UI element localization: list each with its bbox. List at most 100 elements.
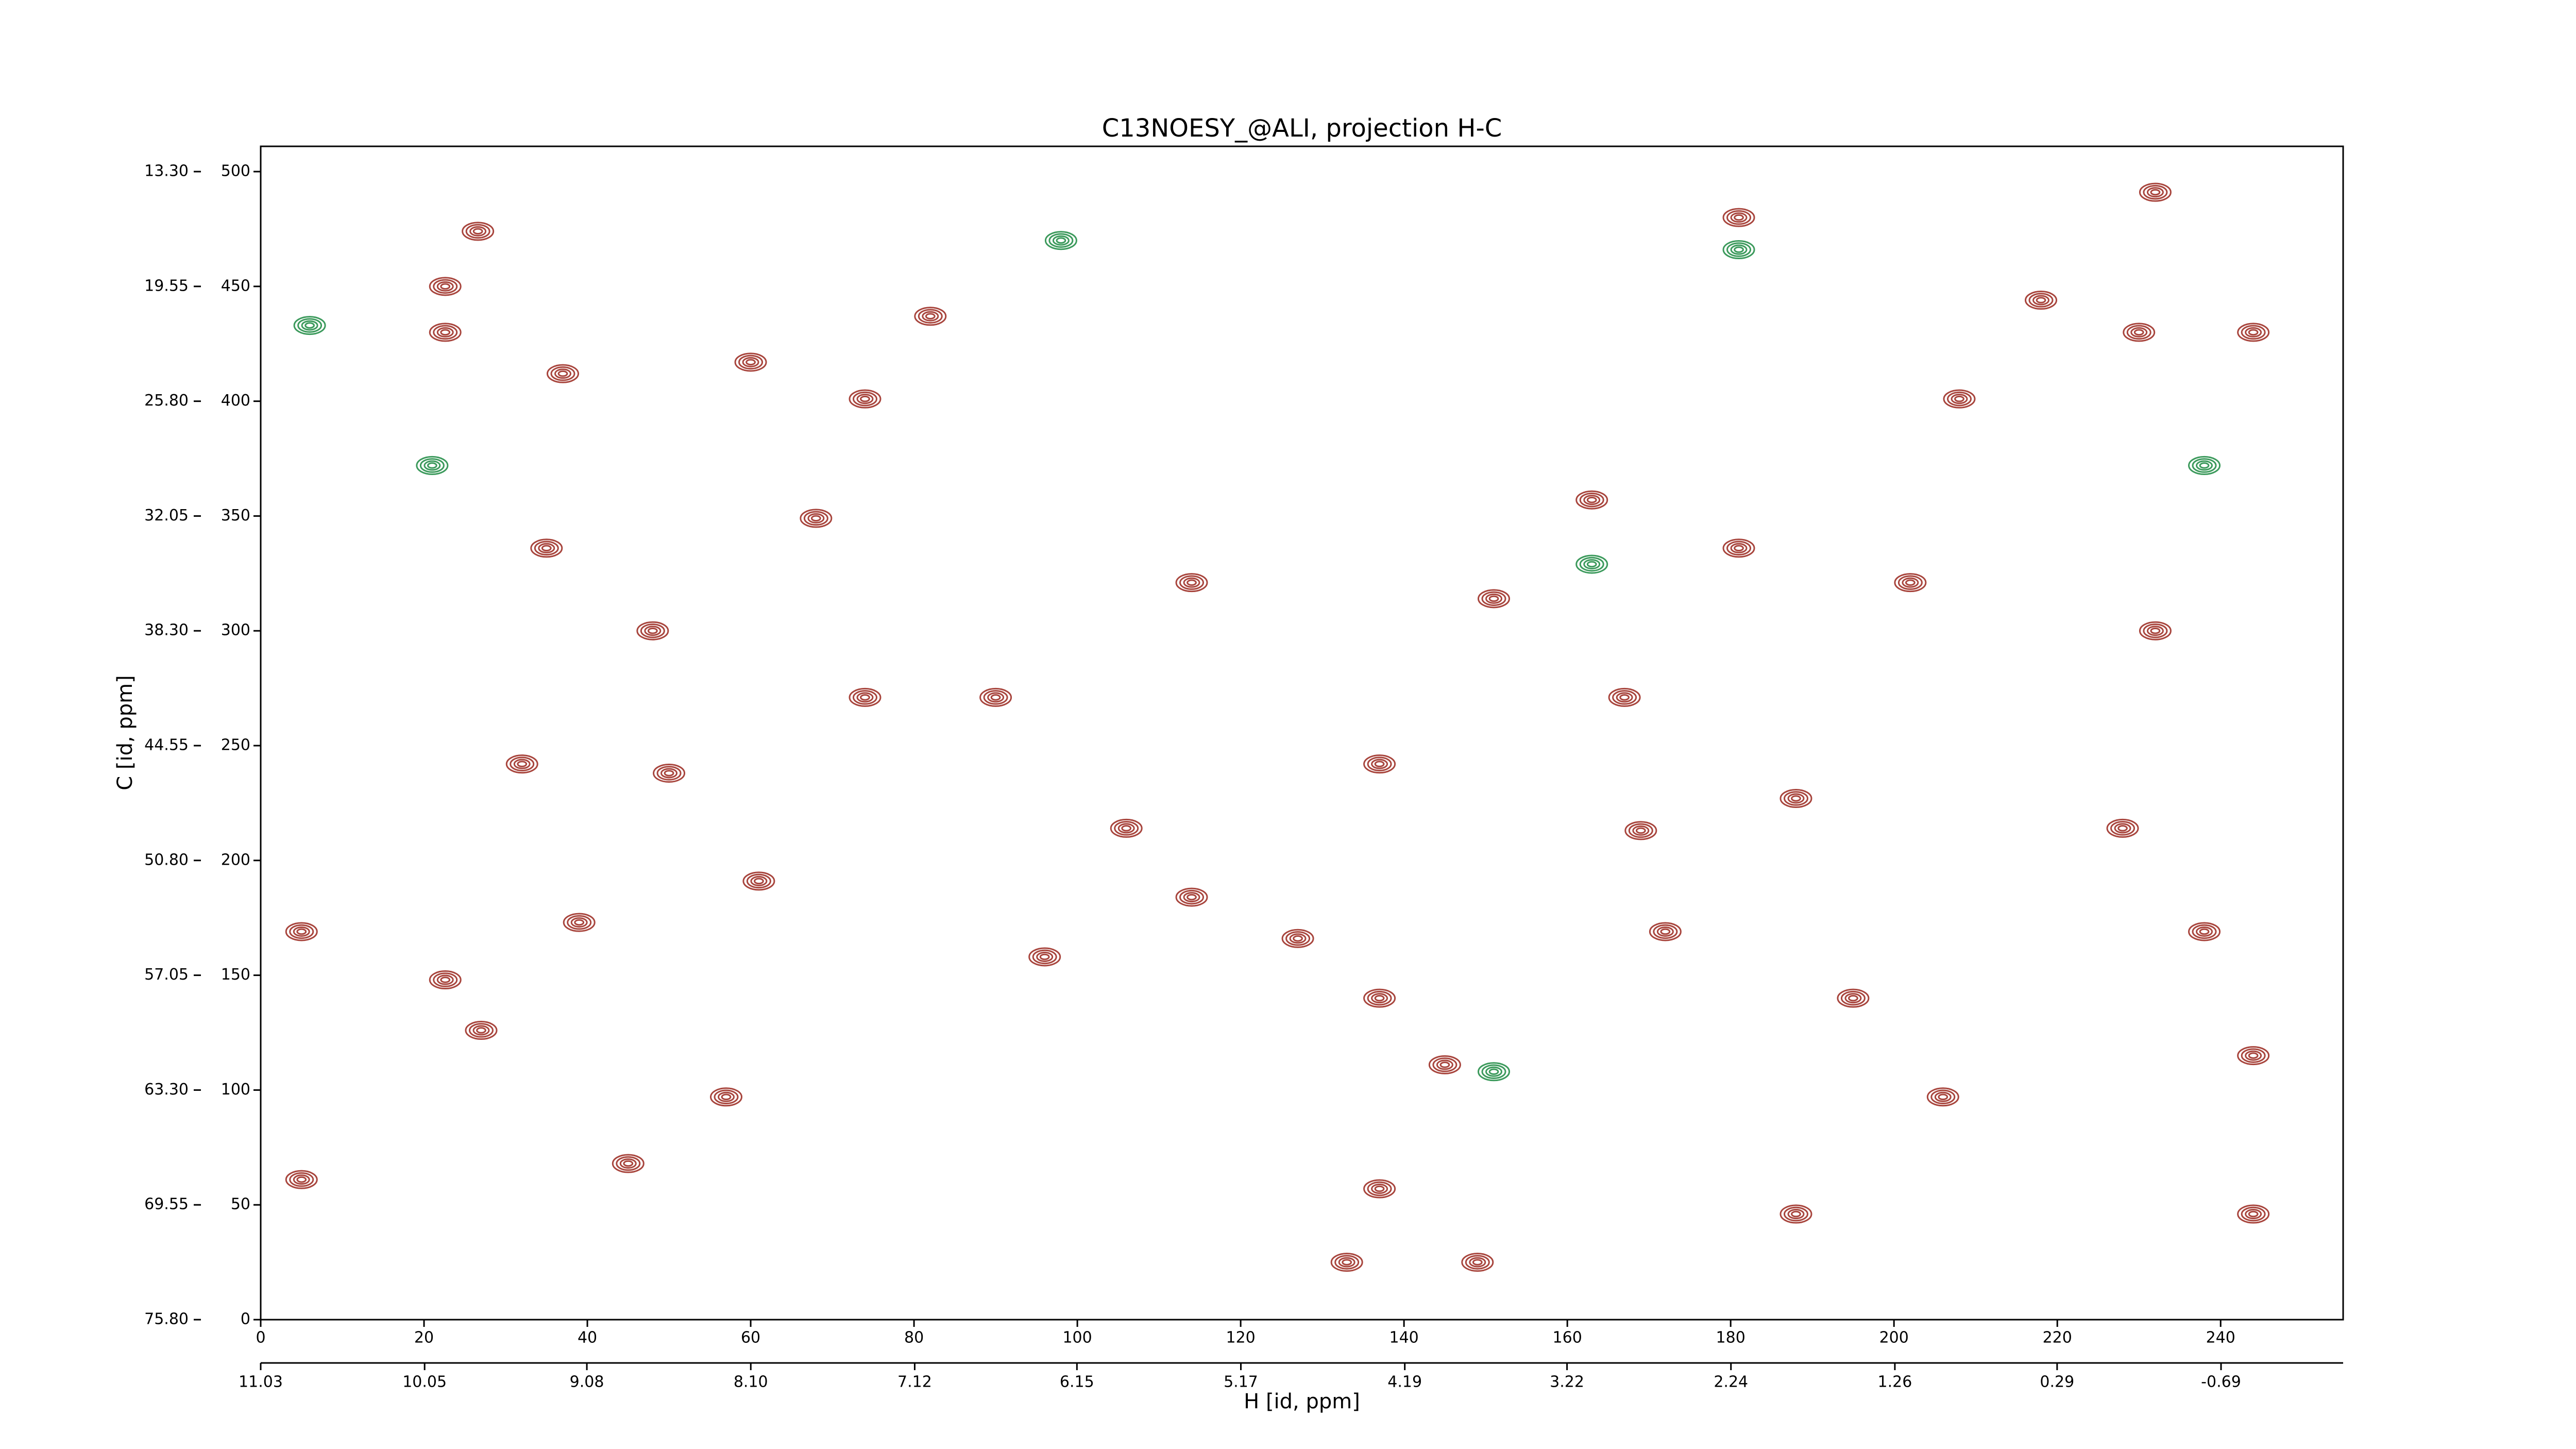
contour-peak [1730,543,1748,553]
contour-peak [852,391,877,407]
contour-peak [436,974,454,985]
contour-peak [538,543,555,553]
contour-peak [1624,821,1657,840]
contour-peak [983,690,1008,705]
contour-peak [852,690,877,705]
y2-tick-label: 50.80 [144,851,189,869]
contour-peak [293,1174,310,1185]
contour-peak [1481,591,1506,606]
contour-peak [1048,233,1074,248]
contour-peak [1783,1206,1808,1222]
contour-peak [1036,951,1054,962]
contour-peak [465,1021,498,1040]
contour-peak [505,754,538,774]
x2-tick-label: 0.29 [2040,1373,2074,1391]
contour-peak [436,281,454,292]
contour-peak [2188,456,2221,475]
contour-peak [429,323,462,342]
contour-peak [2028,293,2054,308]
contour-peak [1285,931,1311,946]
x-tick-label: 200 [1879,1329,1909,1347]
contour-peak [1726,242,1752,257]
contour-peak [1575,554,1608,574]
contour-peak [2143,184,2168,200]
contour-peak [979,687,1012,707]
x2-tick-label: 7.12 [897,1373,932,1391]
contour-peak [468,1023,494,1038]
contour-peak [1583,495,1601,506]
contour-peak [296,928,307,935]
chart-title: C13NOESY_@ALI, projection H-C [1102,114,1502,143]
contour-peak [1934,1091,1952,1102]
contour-peak [1844,993,1862,1004]
contour-peak [1187,579,1197,586]
x-tick-label: 140 [1389,1329,1419,1347]
contour-peak [1894,573,1927,593]
contour-peak [2036,297,2046,304]
contour-peak [619,1158,637,1169]
contour-peak [810,515,821,522]
contour-peak [1367,990,1392,1006]
contour-peak [2117,825,2128,832]
contour-peak [2196,460,2213,471]
contour-peak [2133,329,2144,336]
contour-peak [1787,793,1805,804]
contour-peak [423,460,441,471]
contour-peak [1371,993,1388,1004]
contour-peak [1481,1064,1506,1080]
contour-peak [285,922,318,941]
contour-peak [1726,210,1752,225]
contour-peak [1787,1209,1805,1220]
contour-peak [1791,795,1801,802]
contour-peak [1334,1255,1360,1270]
contour-peak [2106,818,2139,838]
contour-peak [419,458,445,473]
contour-peak [636,621,669,641]
contour-peak [1612,690,1637,705]
contour-peak [1583,559,1601,569]
contour-peak [513,759,531,769]
contour-peak [301,320,318,331]
contour-peak [1428,1055,1461,1074]
contour-peak [2150,189,2161,196]
contour-peak [2241,1206,2266,1222]
contour-peak [1183,577,1200,588]
contour-peak [1656,926,1674,937]
contour-peak [710,1087,743,1107]
contour-peak [1436,1059,1453,1070]
contour-peak [1943,389,1976,409]
contour-peak [1363,754,1396,774]
contour-peak [1722,240,1755,260]
contour-peak [2114,823,2131,834]
contour-peak [1649,922,1682,941]
contour-peak [1954,395,1964,402]
contour-peak [2199,928,2210,935]
contour-peak [550,366,575,381]
contour-peak [800,509,833,528]
contour-peak [849,389,882,409]
contour-peak [1930,1089,1956,1105]
contour-peak [1722,538,1755,558]
contour-peak [734,352,767,372]
contour-peak [640,623,665,638]
contour-peak [718,1091,735,1102]
contour-peak [469,226,487,237]
contour-peak [2237,1204,2270,1224]
x2-tick-label: 2.24 [1714,1373,1748,1391]
contour-peak [746,873,771,889]
y2-tick-label: 19.55 [144,277,189,295]
y2-tick-label: 69.55 [144,1195,189,1214]
contour-peak [1183,892,1200,903]
contour-peak [1281,929,1314,948]
x2-tick-label: 8.10 [734,1373,768,1391]
contour-peak [563,913,596,932]
contour-peak [1056,237,1066,244]
contour-peak [1432,1057,1458,1072]
y-tick-label: 450 [221,277,250,295]
x-axis-label: H [id, ppm] [1244,1390,1360,1413]
contour-peak [860,694,870,701]
y2-tick-label: 57.05 [144,966,189,984]
contour-peak [1488,595,1499,602]
y-tick-label: 0 [241,1310,250,1328]
contour-peak [1032,949,1057,965]
